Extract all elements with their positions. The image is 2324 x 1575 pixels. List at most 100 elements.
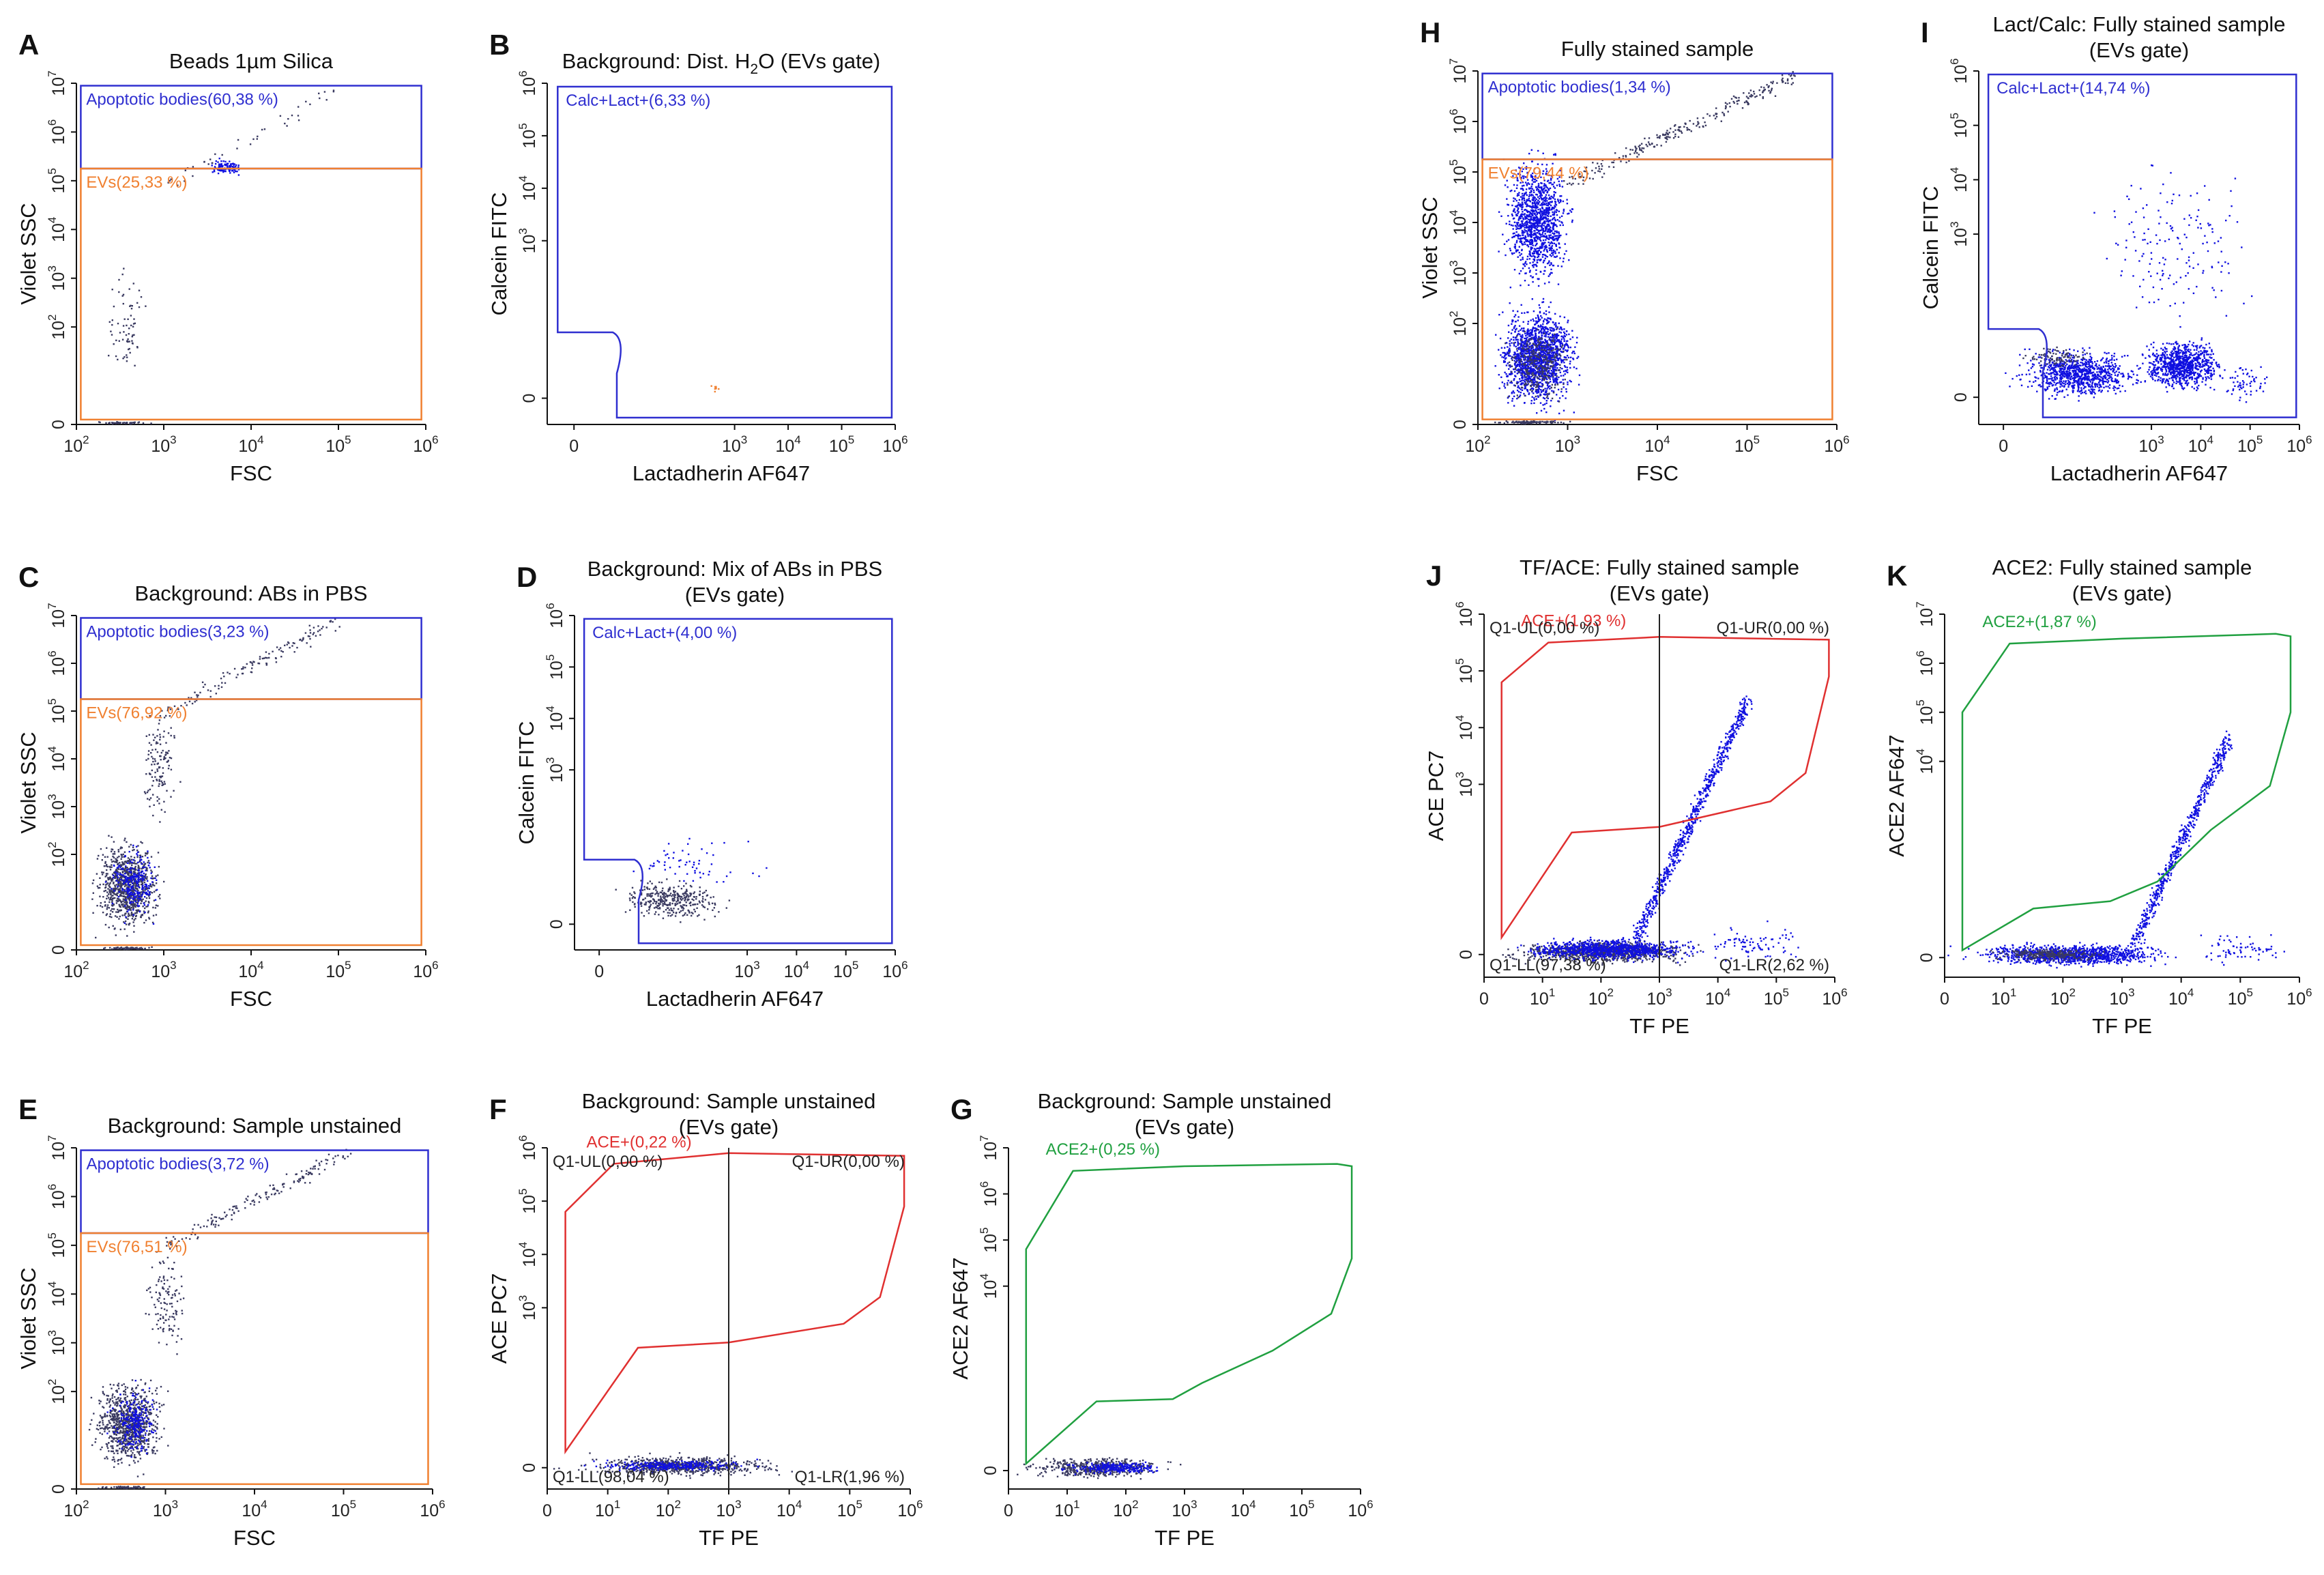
event-dot: [713, 907, 715, 909]
event-dot: [162, 736, 164, 738]
event-dot: [128, 333, 130, 335]
event-dot: [654, 1465, 656, 1467]
event-dot: [122, 905, 124, 907]
event-dot: [113, 876, 116, 878]
event-dot: [131, 864, 133, 867]
event-dot: [152, 884, 154, 886]
event-dot: [658, 904, 660, 906]
event-dot: [132, 903, 135, 905]
event-dot: [106, 869, 108, 871]
event-dot: [140, 1378, 142, 1381]
event-dot: [145, 897, 148, 899]
event-dot: [683, 895, 685, 897]
event-dot: [104, 1430, 106, 1432]
event-dot: [111, 879, 113, 882]
event-dot: [699, 891, 701, 893]
x-tick-label: 106: [882, 433, 907, 456]
event-dot: [123, 891, 126, 893]
event-dot: [104, 1486, 106, 1489]
event-dot: [122, 853, 124, 856]
event-dot: [123, 1439, 126, 1441]
event-dot: [215, 1216, 218, 1219]
event-dot: [631, 886, 634, 889]
event-dot: [106, 913, 108, 915]
event-dot: [236, 1207, 238, 1209]
event-dot: [768, 1467, 771, 1469]
event-dot: [130, 861, 132, 863]
event-dot: [121, 892, 123, 895]
event-dot: [265, 1194, 267, 1196]
event-dot: [152, 923, 155, 925]
event-dot: [338, 626, 340, 628]
event-dot: [151, 1424, 153, 1426]
event-dot: [173, 1262, 175, 1264]
event-dot: [160, 1436, 162, 1439]
event-dot: [163, 717, 166, 719]
event-dot: [132, 913, 134, 915]
quadrant-ll-label: Q1-LL(98,04 %): [553, 1468, 669, 1486]
event-dot: [675, 1466, 677, 1469]
event-dot: [719, 1475, 721, 1477]
event-dot: [717, 1472, 720, 1475]
event-dot: [129, 868, 131, 870]
event-dot: [120, 1412, 123, 1414]
event-dot: [119, 873, 122, 876]
event-dot: [114, 1437, 116, 1439]
event-dot: [111, 1395, 113, 1397]
event-dot: [640, 880, 642, 882]
event-dot: [106, 847, 108, 849]
event-dot: [145, 906, 147, 908]
event-dot: [116, 895, 118, 897]
event-dot: [149, 867, 151, 869]
event-dot: [136, 888, 139, 891]
event-dot: [148, 916, 150, 919]
event-dot: [133, 1424, 136, 1426]
x-tick-label: 105: [837, 1498, 862, 1520]
event-dot: [136, 872, 139, 874]
event-dot: [663, 910, 665, 913]
event-dot: [128, 1464, 130, 1466]
event-dot: [126, 1419, 128, 1421]
event-dot: [141, 914, 143, 916]
event-dot: [612, 1465, 614, 1468]
event-dot: [127, 881, 130, 883]
panel-letter: C: [18, 561, 39, 593]
event-dot: [734, 1471, 736, 1473]
event-dot: [220, 169, 222, 171]
event-dot: [111, 873, 114, 876]
event-dot: [214, 166, 216, 168]
event-dot: [689, 895, 691, 897]
event-dot: [171, 1242, 173, 1244]
event-dot: [677, 895, 680, 897]
event-dot: [167, 760, 169, 762]
event-dot: [125, 1413, 128, 1415]
event-dot: [1086, 1477, 1089, 1479]
x-axis-label: Lactadherin AF647: [633, 461, 810, 485]
event-dot: [633, 870, 635, 873]
event-dot: [128, 873, 130, 875]
event-dot: [1088, 1458, 1090, 1461]
event-dot: [146, 893, 148, 895]
event-dot: [130, 1416, 132, 1418]
event-dot: [128, 1433, 131, 1435]
event-dot: [106, 1399, 108, 1401]
event-dot: [265, 656, 267, 659]
event-dot: [113, 908, 115, 910]
event-dot: [140, 1424, 142, 1426]
event-dot: [143, 1391, 145, 1393]
event-dot: [160, 755, 162, 757]
event-dot: [251, 662, 253, 664]
event-dot: [674, 903, 676, 905]
event-dot: [153, 804, 155, 806]
event-dot: [680, 1469, 682, 1471]
event-dot: [102, 1406, 104, 1408]
event-dot: [678, 1473, 680, 1475]
event-dot: [117, 868, 120, 870]
event-dot: [139, 878, 142, 880]
event-dot: [135, 1436, 137, 1438]
event-dot: [730, 1474, 732, 1476]
event-dot: [115, 893, 117, 896]
event-dot: [141, 1400, 143, 1402]
event-dot: [158, 1402, 160, 1404]
event-dot: [160, 1280, 162, 1282]
